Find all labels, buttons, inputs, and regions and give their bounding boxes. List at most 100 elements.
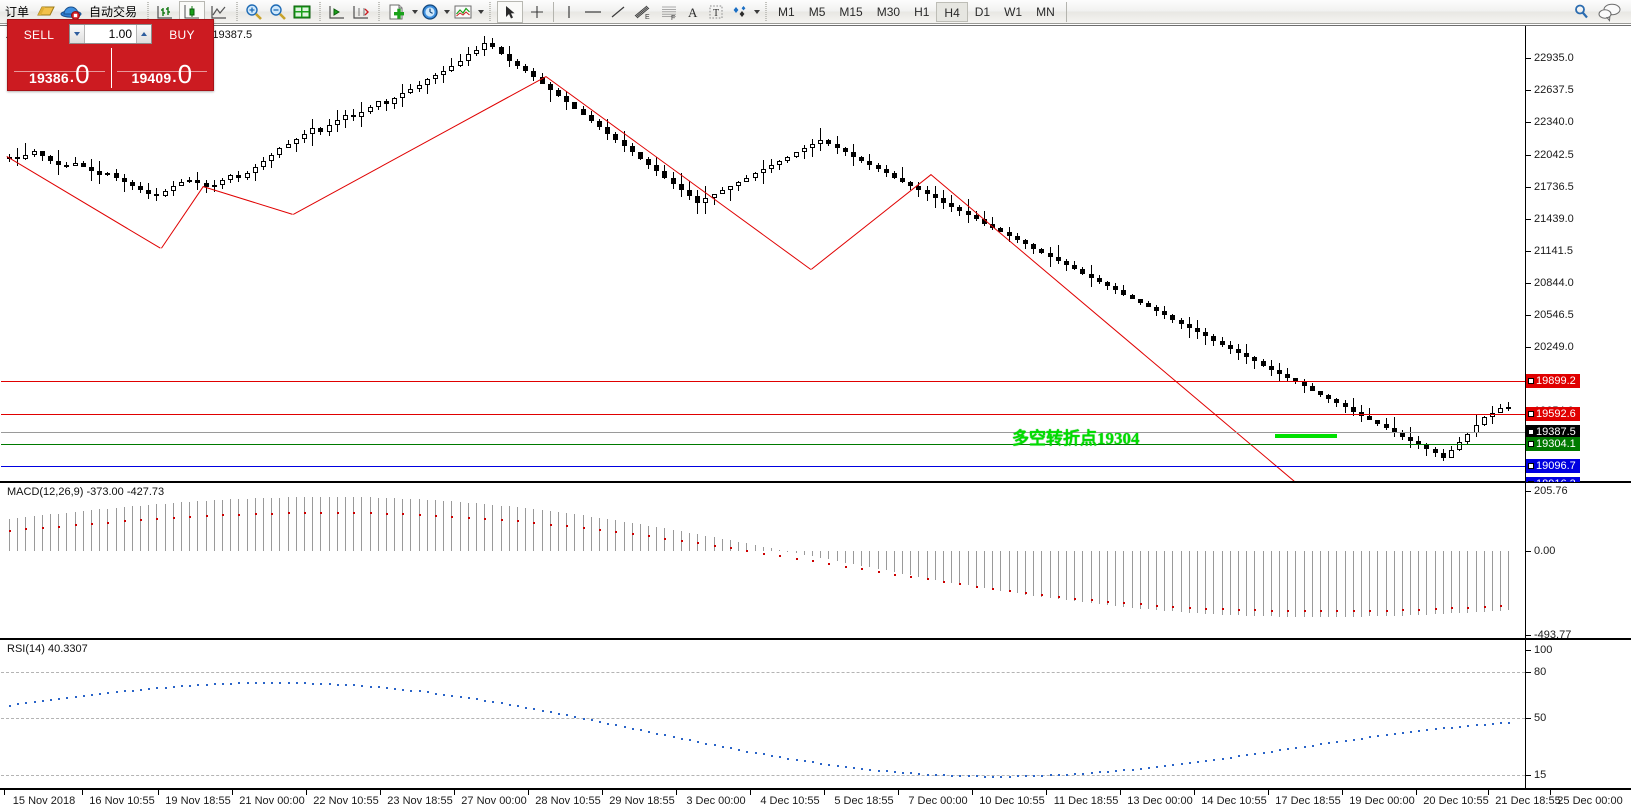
rsi-point bbox=[296, 682, 298, 684]
chart-area[interactable]: JPN225-,H4 19277.5 19495.0 19262.5 19387… bbox=[0, 25, 1631, 810]
history-clock-icon[interactable] bbox=[418, 1, 442, 23]
sell-button[interactable]: SELL bbox=[23, 27, 55, 42]
rsi-point bbox=[1140, 768, 1142, 770]
level-handle-icon[interactable] bbox=[1528, 441, 1534, 447]
level-line-19387.5[interactable] bbox=[1, 432, 1525, 433]
timeframe-m30[interactable]: M30 bbox=[876, 4, 901, 19]
search-icon[interactable] bbox=[1569, 1, 1595, 23]
timeframe-w1[interactable]: W1 bbox=[1004, 4, 1023, 19]
macd-bar bbox=[542, 510, 543, 551]
macd-plot[interactable]: MACD(12,26,9) -373.00 -427.73 bbox=[1, 483, 1525, 638]
time-axis[interactable]: 15 Nov 2018 16 Nov 10:55 19 Nov 18:55 21 No… bbox=[0, 789, 1631, 810]
objects-dropdown-arrow[interactable] bbox=[754, 9, 761, 14]
macd-signal-point bbox=[1205, 608, 1207, 610]
indicators-dropdown-arrow[interactable] bbox=[478, 9, 485, 14]
orders-label[interactable]: 订单 bbox=[5, 5, 30, 19]
rsi-point bbox=[451, 695, 453, 697]
chat-icon[interactable] bbox=[1595, 1, 1625, 23]
objects-icon[interactable] bbox=[728, 1, 752, 23]
vertical-line-icon[interactable] bbox=[558, 1, 580, 23]
fibonacci-icon[interactable]: F bbox=[656, 1, 682, 23]
trendline-down-1[interactable] bbox=[6, 156, 161, 249]
macd-bar bbox=[42, 515, 43, 551]
timeframe-mn[interactable]: MN bbox=[1036, 4, 1055, 19]
crosshair-icon[interactable] bbox=[525, 1, 549, 23]
candle-body bbox=[720, 190, 725, 195]
level-line-19899.2[interactable] bbox=[1, 381, 1525, 382]
candle-body bbox=[589, 114, 594, 122]
buy-button[interactable]: BUY bbox=[169, 27, 195, 42]
candle-body bbox=[1400, 432, 1405, 437]
macd-bar bbox=[492, 504, 493, 551]
price-tick-label: 20546.5 bbox=[1534, 309, 1574, 321]
chart-shift-icon[interactable] bbox=[325, 1, 349, 23]
candle-wick bbox=[902, 167, 903, 184]
price-level-tag[interactable]: 19592.6 bbox=[1526, 407, 1580, 421]
new-order-icon[interactable] bbox=[384, 1, 410, 23]
auto-scroll-icon[interactable] bbox=[349, 1, 373, 23]
indicators-icon[interactable] bbox=[450, 1, 476, 23]
timeframe-m15[interactable]: M15 bbox=[839, 4, 863, 19]
tile-windows-icon[interactable] bbox=[290, 1, 314, 23]
chart-annotation-text[interactable]: 多空转折点19304 bbox=[1012, 429, 1140, 448]
price-level-tag[interactable]: 19899.2 bbox=[1526, 374, 1580, 388]
support-zone-marker[interactable] bbox=[1275, 434, 1337, 438]
level-line-19592.6[interactable] bbox=[1, 414, 1525, 415]
price-pane[interactable]: JPN225-,H4 19277.5 19495.0 19262.5 19387… bbox=[0, 26, 1631, 499]
sell-price-display[interactable]: 19386 . 0 bbox=[8, 46, 111, 90]
trend-line-icon[interactable] bbox=[606, 1, 630, 23]
macd-signal-point bbox=[1238, 609, 1240, 611]
price-tick bbox=[1526, 315, 1531, 316]
zoom-in-icon[interactable] bbox=[242, 1, 266, 23]
price-plot[interactable]: JPN225-,H4 19277.5 19495.0 19262.5 19387… bbox=[1, 26, 1525, 481]
autotrade-label[interactable]: 自动交易 bbox=[89, 5, 138, 19]
cursor-icon[interactable] bbox=[495, 0, 525, 23]
candle-body bbox=[826, 139, 831, 145]
line-chart-icon[interactable] bbox=[207, 1, 231, 23]
rsi-scale[interactable]: 100 80 50 15 bbox=[1525, 640, 1631, 788]
level-line-19304.1[interactable] bbox=[1, 444, 1525, 445]
time-tick bbox=[1342, 790, 1343, 795]
timeframe-m1[interactable]: M1 bbox=[778, 4, 795, 19]
level-handle-icon[interactable] bbox=[1528, 429, 1534, 435]
zoom-out-icon[interactable] bbox=[266, 1, 290, 23]
level-line-19096.7[interactable] bbox=[1, 466, 1525, 467]
text-icon[interactable]: A bbox=[682, 1, 704, 23]
volume-increase-button[interactable] bbox=[136, 25, 151, 43]
volume-decrease-button[interactable] bbox=[70, 25, 85, 43]
new-order-dropdown-arrow[interactable] bbox=[412, 9, 419, 14]
level-handle-icon[interactable] bbox=[1528, 378, 1534, 384]
timeframe-d1[interactable]: D1 bbox=[974, 4, 991, 19]
timeframe-m5[interactable]: M5 bbox=[808, 4, 826, 19]
rsi-plot[interactable]: RSI(14) 40.3307 bbox=[1, 640, 1525, 788]
folder-icon[interactable] bbox=[34, 1, 58, 23]
bar-chart-icon[interactable] bbox=[153, 1, 177, 23]
history-dropdown-arrow[interactable] bbox=[444, 9, 451, 14]
macd-pane[interactable]: MACD(12,26,9) -373.00 -427.73 205.76 0.00… bbox=[0, 482, 1631, 641]
price-scale[interactable]: 22935.0 22637.5 22340.0 22042.5 21736.5 21439… bbox=[1525, 26, 1631, 499]
level-handle-icon[interactable] bbox=[1528, 411, 1534, 417]
trendline-down-2[interactable] bbox=[202, 186, 293, 215]
rsi-pane[interactable]: RSI(14) 40.3307 100 80 50 15 bbox=[0, 639, 1631, 789]
candle-body bbox=[1359, 411, 1364, 416]
level-handle-icon[interactable] bbox=[1528, 463, 1534, 469]
price-level-tag[interactable]: 19304.1 bbox=[1526, 437, 1580, 451]
volume-stepper[interactable]: 1.00 bbox=[69, 24, 152, 44]
macd-bar bbox=[820, 551, 821, 558]
timeframe-h4[interactable]: H4 bbox=[936, 1, 968, 22]
candle-body bbox=[204, 182, 209, 187]
candle-body bbox=[130, 181, 135, 186]
equidistant-channel-icon[interactable]: E bbox=[630, 1, 656, 23]
one-click-trading-panel[interactable]: SELL 1.00 BUY 19386 . 0 19409 . 0 bbox=[7, 19, 214, 91]
buy-price-display[interactable]: 19409 . 0 bbox=[110, 46, 214, 90]
text-label-icon[interactable]: T bbox=[704, 1, 728, 23]
macd-scale[interactable]: 205.76 0.00 -493.77 bbox=[1525, 483, 1631, 641]
price-level-tag[interactable]: 19387.5 bbox=[1526, 425, 1580, 439]
timeframe-h1[interactable]: H1 bbox=[914, 4, 930, 19]
volume-input[interactable]: 1.00 bbox=[85, 25, 136, 43]
trendline-up-2[interactable] bbox=[293, 76, 547, 215]
trendline-up-3[interactable] bbox=[811, 174, 932, 270]
price-level-tag[interactable]: 19096.7 bbox=[1526, 459, 1580, 473]
rsi-point bbox=[361, 685, 363, 687]
horizontal-line-icon[interactable] bbox=[580, 1, 606, 23]
